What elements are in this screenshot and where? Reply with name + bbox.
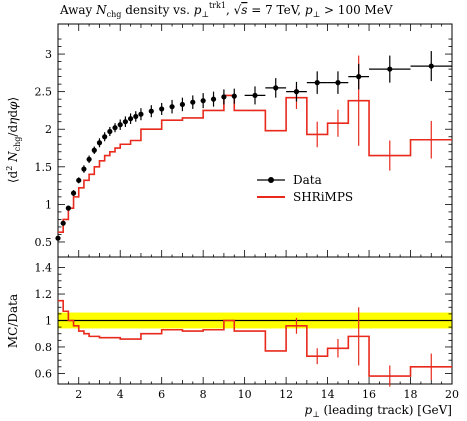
- data-point: [148, 108, 154, 114]
- data-point: [102, 134, 108, 140]
- legend-data-marker: [268, 177, 274, 183]
- chart-title: Away Nchg density vs. p⊥trk1, √s = 7 TeV…: [59, 1, 393, 19]
- data-point: [76, 177, 82, 183]
- data-point: [133, 113, 139, 120]
- data-point: [117, 122, 123, 128]
- data-point: [60, 220, 66, 226]
- upper-y-tick-label: 1.5: [35, 161, 53, 174]
- data-point: [169, 104, 175, 110]
- x-tick-label: 6: [158, 388, 165, 401]
- legend-data-label: Data: [293, 173, 322, 187]
- data-point: [356, 74, 362, 80]
- upper-y-tick-label: 0.5: [35, 236, 53, 249]
- data-point: [387, 66, 393, 72]
- data-point: [190, 99, 196, 105]
- x-tick-label: 20: [445, 388, 459, 401]
- upper-y-tick-label: 2.5: [35, 86, 53, 99]
- upper-y-tick-label: 2: [45, 123, 52, 136]
- upper-y-tick-label: 1: [45, 198, 52, 211]
- shrimps-histogram-line: [58, 94, 452, 233]
- ratio-y-tick-label: 1: [45, 315, 52, 328]
- x-tick-label: 4: [117, 388, 124, 401]
- data-point: [221, 94, 227, 100]
- upper-y-tick-label: 3: [45, 48, 52, 61]
- upper-y-axis-label: ⟨d2 Nchg/dηdφ⟩: [5, 97, 22, 183]
- data-point: [252, 92, 258, 99]
- data-point: [159, 106, 165, 112]
- legend: Data SHRiMPS: [257, 173, 353, 204]
- x-tick-label: 18: [404, 388, 418, 401]
- data-point: [293, 89, 300, 95]
- x-tick-label: 16: [362, 388, 376, 401]
- data-point: [314, 80, 320, 86]
- x-tick-label: 8: [200, 388, 207, 401]
- data-point: [127, 116, 134, 122]
- legend-shrimps-label: SHRiMPS: [293, 190, 353, 204]
- data-point: [70, 190, 77, 196]
- data-point: [122, 119, 128, 125]
- data-point: [91, 147, 97, 153]
- x-axis-label: p⊥ (leading track) [GeV]: [305, 403, 452, 419]
- data-point: [107, 128, 113, 135]
- x-tick-label: 12: [279, 388, 293, 401]
- ratio-y-tick-label: 1.4: [35, 262, 53, 275]
- ratio-y-tick-label: 0.8: [35, 341, 53, 354]
- data-point: [81, 166, 87, 172]
- data-point: [55, 235, 61, 241]
- ratio-y-tick-label: 0.6: [35, 367, 53, 380]
- ratio-y-axis-label: MC/Data: [6, 294, 20, 348]
- ratio-y-tick-label: 1.2: [35, 288, 53, 301]
- x-tick-label: 10: [238, 388, 252, 401]
- data-point: [200, 98, 206, 104]
- data-point: [138, 111, 144, 117]
- upper-plot: 0.5 1 1.5 2 2.5 3: [35, 23, 453, 258]
- data-point: [96, 140, 103, 146]
- data-point: [179, 101, 186, 108]
- data-point: [210, 96, 217, 102]
- x-tick-label: 14: [321, 388, 335, 401]
- data-point: [428, 63, 434, 69]
- data-point: [86, 156, 92, 162]
- upper-plot-frame: [57, 23, 453, 258]
- data-point: [231, 93, 237, 99]
- data-point: [335, 80, 341, 86]
- data-point: [273, 85, 279, 91]
- data-point: [65, 205, 71, 211]
- x-tick-label: 2: [75, 388, 82, 401]
- ratio-plot: 2 4 6 8 10 12 14 16 18 20 0.6 0.8 1 1.2 1.4: [35, 256, 459, 401]
- ratio-histogram-line: [58, 299, 452, 377]
- data-point: [112, 125, 118, 131]
